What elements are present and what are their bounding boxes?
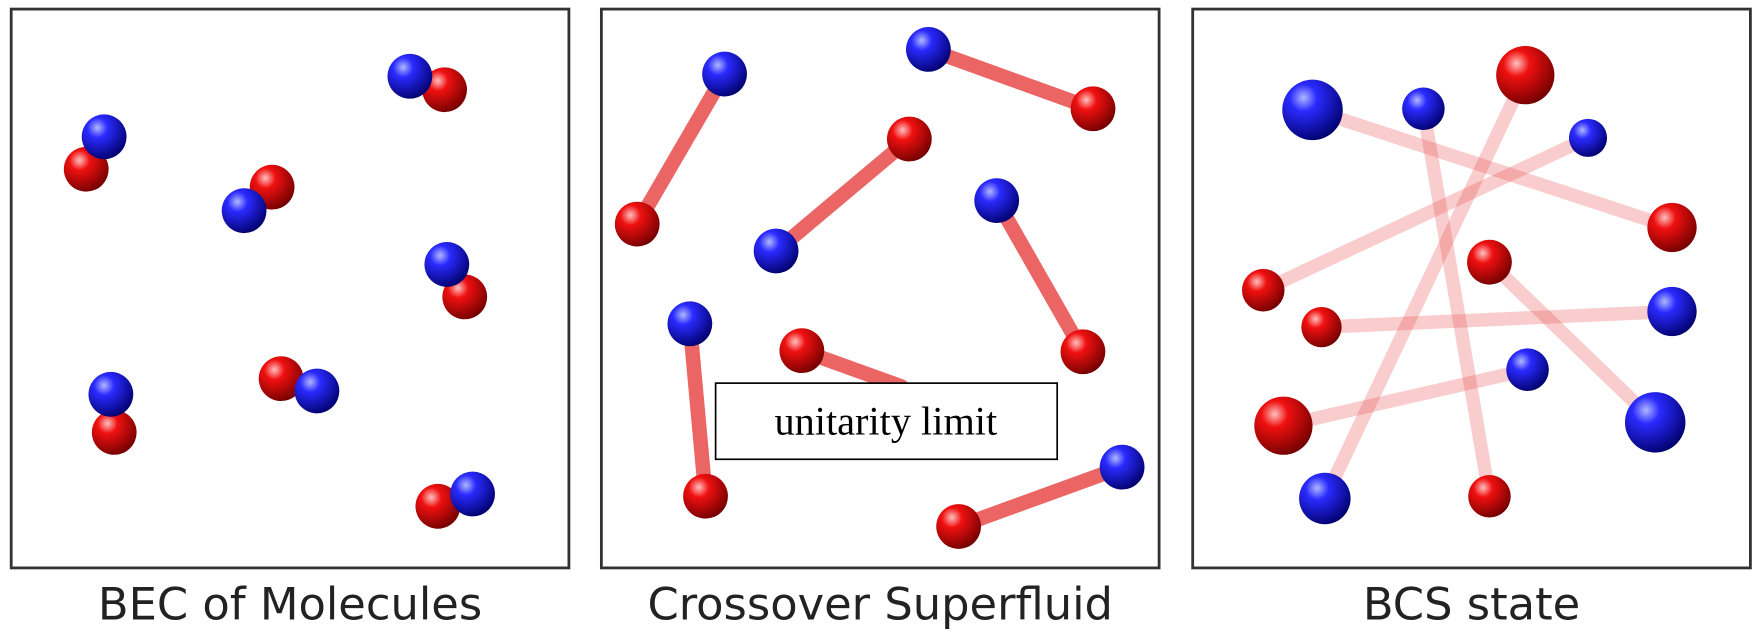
panel-title: Crossover Superfluid: [647, 577, 1113, 630]
pair-bond: [989, 193, 1091, 360]
panel-title: BEC of Molecules: [98, 577, 482, 630]
blue-atom: [1506, 348, 1549, 391]
pair-bond: [1416, 102, 1497, 503]
red-atom: [91, 410, 137, 455]
red-atom: [1070, 86, 1116, 132]
blue-atom: [294, 368, 340, 414]
blue-atom: [667, 301, 713, 347]
red-atom: [1060, 329, 1106, 375]
red-atom: [415, 483, 461, 529]
blue-atom: [905, 27, 951, 72]
red-atom: [422, 67, 467, 113]
blue-atom: [1299, 472, 1351, 525]
panel-frame: [1191, 7, 1752, 570]
blue-atom: [753, 228, 799, 274]
red-atom: [258, 356, 304, 402]
red-atom: [1301, 306, 1342, 348]
red-atom: [1496, 46, 1555, 105]
blue-atom: [702, 51, 747, 97]
blue-atom: [221, 188, 267, 234]
blue-atom: [1647, 286, 1697, 337]
red-atom: [1241, 268, 1285, 312]
blue-atom: [424, 242, 470, 287]
panel-frame: [9, 7, 571, 570]
red-atom: [1468, 474, 1511, 518]
panel-title: BCS state: [1363, 577, 1580, 630]
pair-bond: [1276, 362, 1535, 433]
red-atom: [936, 504, 982, 549]
blue-atom: [88, 371, 134, 417]
annotation: unitarity limit: [774, 399, 997, 444]
blue-atom: [1568, 118, 1608, 157]
pair-bond: [1305, 103, 1679, 235]
pair-bond: [951, 459, 1130, 534]
red-atom: [1254, 396, 1313, 455]
blue-atom: [450, 471, 495, 517]
pair-bond: [682, 316, 713, 504]
pair-bond: [1482, 255, 1662, 430]
pair-bond: [1314, 304, 1679, 334]
pair-bond: [921, 42, 1101, 117]
pair-bond: [629, 66, 732, 232]
particles: [63, 27, 1697, 549]
red-atom: [886, 116, 932, 162]
red-atom: [1647, 202, 1697, 253]
annotation-box: [714, 382, 1059, 461]
pair-bond: [768, 131, 917, 259]
pair-bond: [1318, 68, 1533, 506]
blue-atom: [974, 178, 1020, 223]
blue-atom: [387, 53, 433, 99]
blue-atom: [1282, 79, 1343, 141]
blue-atom: [81, 114, 127, 160]
blue-atom: [1624, 392, 1686, 453]
red-atom: [683, 473, 728, 519]
blue-atom: [1099, 444, 1145, 490]
red-atom: [779, 328, 825, 374]
pair-bond: [1256, 131, 1595, 297]
blue-atom: [1402, 87, 1445, 131]
red-atom: [1467, 239, 1512, 285]
panel-frame: [599, 7, 1161, 570]
red-atom: [614, 201, 660, 247]
